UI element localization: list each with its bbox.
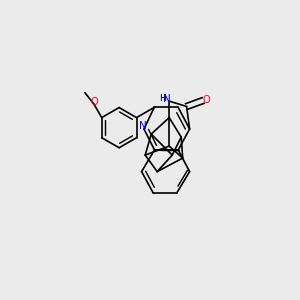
Text: O: O (90, 97, 98, 107)
Text: H: H (159, 94, 166, 103)
Text: N: N (139, 121, 146, 131)
Text: O: O (203, 95, 211, 105)
Text: N: N (163, 94, 171, 104)
